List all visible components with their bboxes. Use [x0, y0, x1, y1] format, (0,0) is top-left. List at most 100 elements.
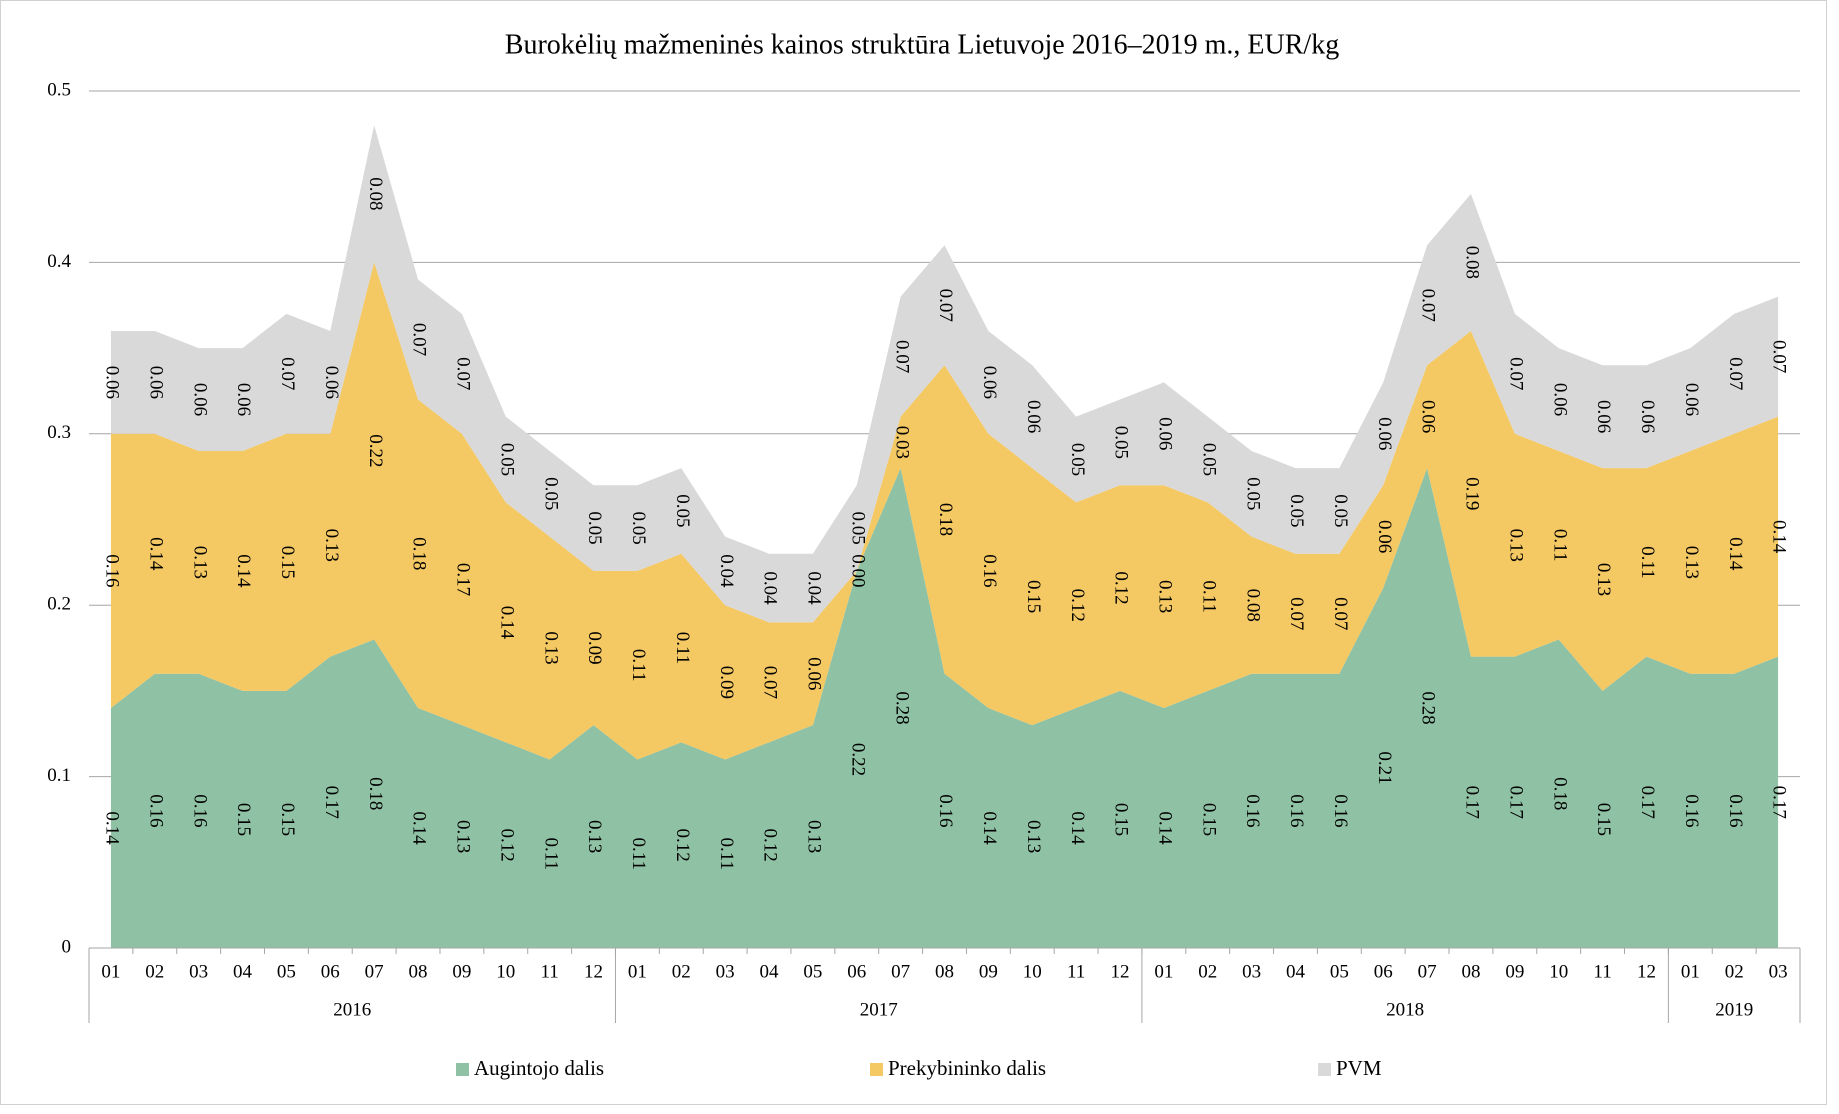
data-label: 0.13 — [453, 820, 474, 853]
legend-label: Augintojo dalis — [474, 1056, 604, 1080]
x-tick-label: 04 — [233, 961, 253, 982]
x-tick-label: 01 — [101, 961, 120, 982]
data-label: 0.05 — [1111, 426, 1132, 459]
data-label: 0.07 — [409, 323, 430, 356]
data-label: 0.14 — [496, 606, 517, 640]
data-label: 0.06 — [1637, 400, 1658, 433]
legend-label: PVM — [1336, 1056, 1382, 1080]
data-label: 0.06 — [233, 383, 254, 416]
data-label: 0.14 — [1725, 537, 1746, 571]
data-label: 0.14 — [1154, 811, 1175, 845]
data-label: 0.07 — [1286, 597, 1307, 630]
x-tick-label: 09 — [1505, 961, 1524, 982]
x-tick-label: 08 — [1461, 961, 1480, 982]
group-label: 2016 — [333, 999, 371, 1020]
data-label: 0.05 — [540, 477, 561, 510]
x-tick-label: 10 — [1549, 961, 1568, 982]
data-label: 0.16 — [1330, 794, 1351, 827]
data-label: 0.11 — [716, 837, 737, 870]
x-tick-label: 10 — [496, 961, 515, 982]
y-tick-label: 0.1 — [47, 765, 71, 786]
data-label: 0.15 — [277, 803, 298, 836]
data-label: 0.05 — [496, 443, 517, 476]
data-label: 0.05 — [847, 511, 868, 544]
y-tick-label: 0.4 — [47, 251, 71, 272]
data-label: 0.12 — [1111, 571, 1132, 604]
data-label: 0.11 — [1549, 529, 1570, 562]
data-label: 0.13 — [189, 546, 210, 579]
data-label: 0.06 — [102, 366, 123, 399]
data-label: 0.17 — [453, 563, 474, 596]
data-label: 0.12 — [760, 829, 781, 862]
area — [110, 125, 1779, 623]
data-label: 0.17 — [321, 786, 342, 819]
y-tick-label: 0.5 — [47, 79, 71, 100]
data-label: 0.04 — [760, 571, 781, 605]
x-tick-label: 12 — [1637, 961, 1656, 982]
x-tick-label: 12 — [1110, 961, 1129, 982]
x-tick-label: 09 — [452, 961, 471, 982]
group-label: 2018 — [1386, 999, 1424, 1020]
x-tick-label: 01 — [628, 961, 647, 982]
data-label: 0.22 — [365, 434, 386, 467]
data-label: 0.06 — [189, 383, 210, 416]
data-label: 0.07 — [1330, 597, 1351, 630]
data-label: 0.14 — [233, 554, 254, 588]
data-label: 0.06 — [1374, 520, 1395, 553]
x-tick-label: 03 — [716, 961, 735, 982]
data-label: 0.03 — [891, 426, 912, 459]
area — [110, 262, 1779, 760]
x-tick-label: 05 — [277, 961, 296, 982]
legend-swatch — [456, 1063, 469, 1076]
x-tick-label: 08 — [935, 961, 954, 982]
x-tick-label: 04 — [1286, 961, 1306, 982]
data-label: 0.28 — [1418, 691, 1439, 724]
data-label: 0.07 — [935, 289, 956, 322]
data-label: 0.11 — [1198, 580, 1219, 613]
data-label: 0.07 — [1418, 289, 1439, 322]
x-tick-label: 06 — [1374, 961, 1393, 982]
data-label: 0.06 — [145, 366, 166, 399]
data-label: 0.06 — [1374, 417, 1395, 450]
data-label: 0.05 — [1198, 443, 1219, 476]
data-label: 0.15 — [1111, 803, 1132, 836]
data-label: 0.15 — [1198, 803, 1219, 836]
y-tick-label: 0.2 — [47, 594, 71, 615]
data-label: 0.07 — [891, 340, 912, 373]
data-label: 0.09 — [584, 631, 605, 664]
data-label: 0.11 — [628, 837, 649, 870]
data-label: 0.07 — [760, 666, 781, 699]
data-label: 0.13 — [1023, 820, 1044, 853]
data-label: 0.06 — [979, 366, 1000, 399]
data-label: 0.07 — [277, 357, 298, 390]
x-tick-label: 06 — [847, 961, 866, 982]
x-tick-label: 08 — [409, 961, 428, 982]
data-label: 0.05 — [584, 511, 605, 544]
data-label: 0.06 — [1593, 400, 1614, 433]
data-label: 0.13 — [1505, 529, 1526, 562]
data-label: 0.06 — [1681, 383, 1702, 416]
x-tick-label: 03 — [1769, 961, 1788, 982]
x-tick-label: 11 — [541, 961, 559, 982]
data-label: 0.08 — [365, 177, 386, 210]
data-label: 0.13 — [540, 631, 561, 664]
data-label: 0.05 — [1286, 494, 1307, 527]
data-label: 0.06 — [1418, 400, 1439, 433]
x-tick-label: 05 — [803, 961, 822, 982]
data-label: 0.14 — [145, 537, 166, 571]
data-label: 0.05 — [672, 494, 693, 527]
chart-title: Burokėlių mažmeninės kainos struktūra Li… — [505, 29, 1339, 60]
data-label: 0.13 — [1593, 563, 1614, 596]
data-label: 0.16 — [935, 794, 956, 827]
data-label: 0.05 — [1242, 477, 1263, 510]
data-label: 0.17 — [1462, 786, 1483, 819]
x-tick-label: 12 — [584, 961, 603, 982]
x-tick-label: 07 — [365, 961, 384, 982]
data-label: 0.12 — [1067, 589, 1088, 622]
data-label: 0.15 — [1593, 803, 1614, 836]
x-tick-label: 04 — [760, 961, 780, 982]
data-label: 0.18 — [935, 503, 956, 536]
data-label: 0.06 — [1023, 400, 1044, 433]
data-label: 0.07 — [1769, 340, 1790, 373]
data-label: 0.16 — [189, 794, 210, 827]
